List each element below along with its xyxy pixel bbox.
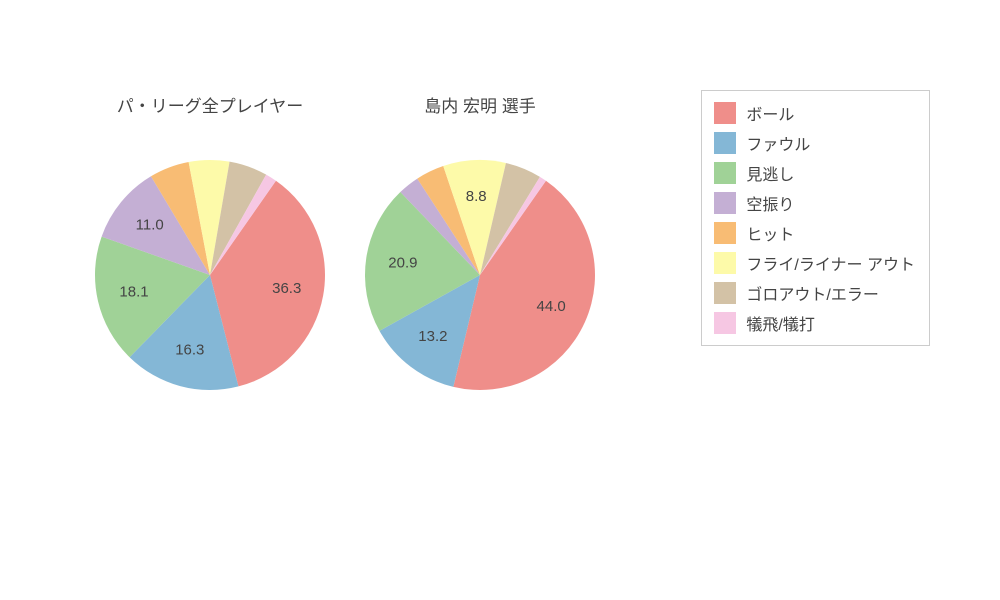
chart-stage: パ・リーグ全プレイヤー 島内 宏明 選手 36.3 16.3 18.1 11.0 44… <box>0 0 1000 600</box>
pie-chart-right: 44.0 13.2 20.9 8.8 <box>355 150 605 400</box>
pie-slice-label-foul: 16.3 <box>175 341 204 358</box>
legend-label: ゴロアウト/エラー <box>746 281 878 305</box>
pie-slice-label-ball: 44.0 <box>537 298 566 315</box>
legend-swatch <box>714 102 736 124</box>
pie-slice-label-minogashi: 18.1 <box>119 284 148 301</box>
legend-item-karaburi: 空振り <box>714 191 915 215</box>
legend-swatch <box>714 312 736 334</box>
chart-title-right: 島内 宏明 選手 <box>355 92 605 117</box>
legend-swatch <box>714 192 736 214</box>
legend-swatch <box>714 222 736 244</box>
chart-title-left: パ・リーグ全プレイヤー <box>85 92 335 117</box>
legend-label: 犠飛/犠打 <box>746 311 814 335</box>
pie-chart-left: 36.3 16.3 18.1 11.0 <box>85 150 335 400</box>
pie-slice-label-minogashi: 20.9 <box>388 254 417 271</box>
pie-slice-label-foul: 13.2 <box>418 328 447 345</box>
legend-swatch <box>714 282 736 304</box>
legend-label: ボール <box>746 101 794 125</box>
legend-swatch <box>714 132 736 154</box>
legend-label: 見逃し <box>746 161 794 185</box>
legend-label: フライ/ライナー アウト <box>746 251 915 275</box>
legend-label: ファウル <box>746 131 810 155</box>
legend-item-goro: ゴロアウト/エラー <box>714 281 915 305</box>
legend-swatch <box>714 162 736 184</box>
legend-item-hit: ヒット <box>714 221 915 245</box>
legend-item-ball: ボール <box>714 101 915 125</box>
legend-label: 空振り <box>746 191 794 215</box>
legend-label: ヒット <box>746 221 794 245</box>
legend-item-foul: ファウル <box>714 131 915 155</box>
legend-item-fly_liner: フライ/ライナー アウト <box>714 251 915 275</box>
legend-swatch <box>714 252 736 274</box>
legend-item-minogashi: 見逃し <box>714 161 915 185</box>
pie-slice-label-ball: 36.3 <box>272 280 301 297</box>
pie-slice-label-karaburi: 11.0 <box>136 217 164 234</box>
legend: ボールファウル見逃し空振りヒットフライ/ライナー アウトゴロアウト/エラー犠飛/… <box>701 90 930 346</box>
legend-item-gihi: 犠飛/犠打 <box>714 311 915 335</box>
pie-slice-label-fly_liner: 8.8 <box>466 188 487 205</box>
